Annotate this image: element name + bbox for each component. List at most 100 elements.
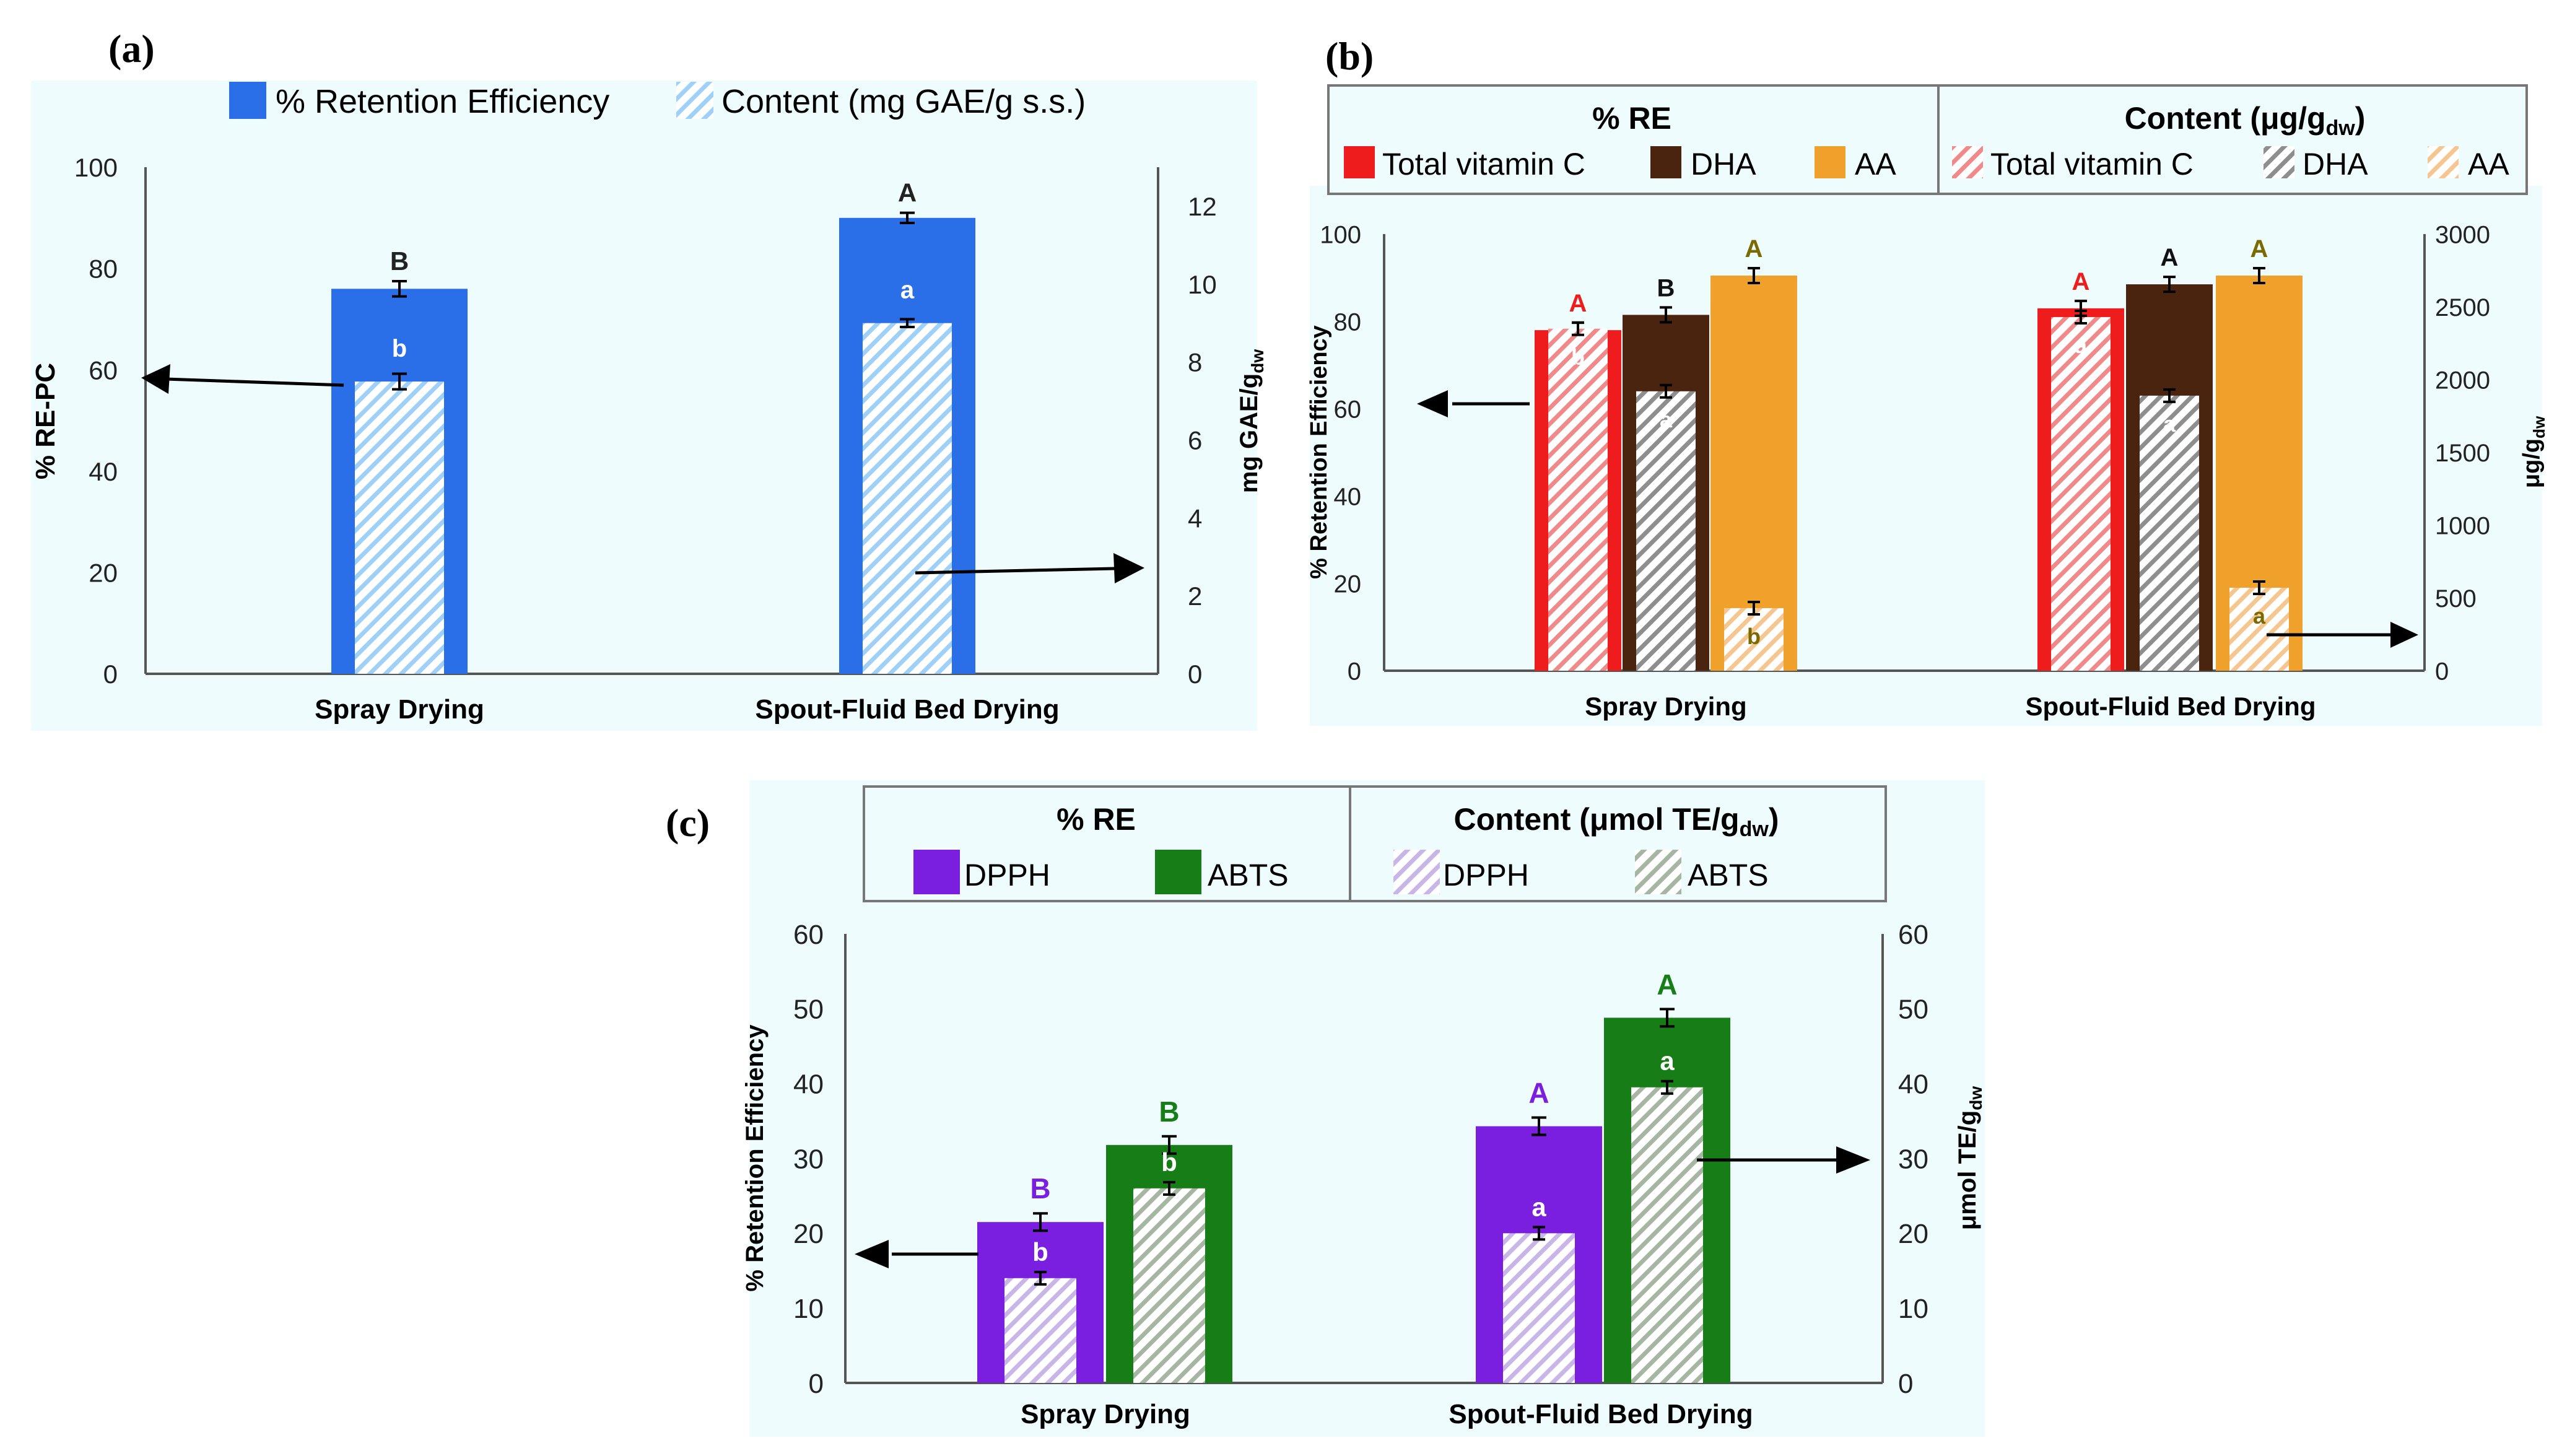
letter-re-aa-spout-fluid-bed-drying: A [2250, 235, 2268, 263]
arrow-to-left-axis-head [141, 364, 170, 394]
tick-label-20: 20 [793, 1219, 824, 1249]
panel-c-label: (c) [666, 801, 710, 845]
legend-header-content-sub: dw [2326, 116, 2356, 140]
category-label-spray-drying: Spray Drying [1021, 1399, 1190, 1429]
legend-label-re-abts: ABTS [1208, 858, 1289, 892]
legend-swatch-retention-efficiency [229, 82, 266, 119]
y-axis-left-title: % Retention Efficiency [1306, 325, 1332, 579]
letter-re-abts-spray-drying: B [1159, 1096, 1179, 1128]
legend-label-content-abts: ABTS [1688, 858, 1769, 892]
legend-header-content-close: ) [2355, 101, 2366, 136]
y-axis-right-title: μmol TE/gdw [1954, 1086, 1985, 1230]
bar-content-abts-spray-drying [1133, 1188, 1205, 1383]
tick-label-60: 60 [1334, 396, 1362, 423]
tick-label-50: 50 [1898, 995, 1928, 1025]
letter-content-dha-spout-fluid-bed-drying: a [2163, 411, 2176, 437]
legend-swatch-content-aa [2428, 146, 2459, 178]
tick-label-40: 40 [89, 457, 118, 486]
letter-content-total-vitamin-c-spout-fluid-bed-drying: a [2075, 333, 2088, 358]
letter-re-dha-spray-drying: B [1657, 274, 1675, 302]
bar-content-spray-drying [355, 381, 444, 674]
legend-header-re: % RE [1057, 802, 1136, 837]
arrow-to-right-axis-head [1836, 1146, 1870, 1174]
category-label-spout-fluid-bed-drying: Spout-Fluid Bed Drying [2026, 692, 2316, 721]
panel-a-background [31, 81, 1257, 731]
tick-label-100: 100 [74, 153, 118, 182]
bar-content-spout-fluid-bed-drying [863, 323, 952, 674]
y-axis-right-title: μg/gdw [2519, 416, 2548, 488]
tick-label-0: 0 [1188, 660, 1202, 689]
tick-label-2: 2 [1188, 582, 1202, 611]
letter-content-abts-spray-drying: b [1161, 1148, 1177, 1177]
bar-content-dha-spout-fluid-bed-drying [2140, 395, 2199, 671]
tick-label-20: 20 [1898, 1219, 1928, 1249]
arrow-to-right-axis-head [1113, 553, 1144, 583]
tick-label-80: 80 [1334, 308, 1362, 336]
bar-content-total-vitamin-c-spray-drying [1548, 328, 1608, 671]
tick-label-4: 4 [1188, 503, 1202, 533]
bar-content-abts-spout-fluid-bed-drying [1631, 1087, 1703, 1383]
y-axis-left-title: % Retention Efficiency [741, 1024, 769, 1292]
legend-swatch-re-abts [1155, 850, 1201, 894]
tick-label-10: 10 [1188, 270, 1217, 299]
legend-label-content-total-vitamin-c: Total vitamin C [1990, 147, 2194, 181]
y-axis-right-title-sub: dw [1966, 1086, 1985, 1110]
letter-retention-efficiency-spout-fluid-bed-drying: A [898, 178, 917, 207]
tick-label-30: 30 [793, 1144, 824, 1174]
letter-content-aa-spray-drying: b [1747, 624, 1761, 649]
tick-label-50: 50 [793, 995, 824, 1025]
legend-label-re-dha: DHA [1691, 147, 1756, 181]
y-left-tick-labels: 0 20 40 60 80 100 [74, 153, 118, 689]
letter-re-dpph-spout-fluid-bed-drying: A [1528, 1077, 1549, 1109]
category-label-spray-drying: Spray Drying [1585, 692, 1746, 721]
letter-re-total-vitamin-c-spout-fluid-bed-drying: A [2072, 268, 2090, 295]
letter-content-dpph-spray-drying: b [1032, 1237, 1048, 1266]
legend-header-content-main: Content (μmol TE/g [1454, 802, 1740, 837]
tick-label-60: 60 [1898, 920, 1928, 950]
legend-swatch-content-dha [2264, 146, 2294, 178]
panel-c: (c) % RE Content (μmol TE/g dw) DPPH ABTS… [666, 780, 1985, 1437]
panel-b: (b) % RE Content (μg/gdw) Total vitamin … [1306, 34, 2548, 726]
panel-a-label: (a) [108, 27, 155, 71]
category-label-spray-drying: Spray Drying [315, 694, 484, 725]
legend-label-re-dpph: DPPH [964, 858, 1050, 892]
letter-retention-efficiency-spray-drying: B [390, 246, 409, 276]
letter-content-aa-spout-fluid-bed-drying: a [2253, 603, 2266, 629]
legend-label-content-dha: DHA [2303, 147, 2368, 181]
y-right-tick-labels: 0 500 1000 1500 2000 2500 3000 [2435, 221, 2490, 685]
legend-label-re-aa: AA [1855, 147, 1896, 181]
arrow-to-left-axis-line [165, 377, 344, 387]
letter-re-total-vitamin-c-spray-drying: A [1569, 290, 1587, 317]
y-axis-left-title: % RE-PC [30, 363, 61, 479]
tick-label-60: 60 [793, 920, 824, 950]
legend-swatch-content-total-vitamin-c [1952, 146, 1983, 178]
category-label-spout-fluid-bed-drying: Spout-Fluid Bed Drying [1449, 1399, 1753, 1429]
legend-swatch-re-dpph [913, 850, 960, 894]
y-right-tick-labels: 0 2 4 6 8 10 12 [1188, 192, 1217, 689]
legend-label-content: Content (mg GAE/g s.s.) [721, 83, 1086, 120]
legend-header-re: % RE [1592, 101, 1671, 136]
tick-label-20: 20 [89, 559, 118, 588]
letter-re-abts-spout-fluid-bed-drying: A [1657, 968, 1677, 1000]
tick-label-0: 0 [809, 1369, 824, 1399]
tick-label-0: 0 [1898, 1369, 1913, 1399]
bar-content-aa-spray-drying [1724, 608, 1784, 671]
y-left-tick-labels: 0 20 40 60 80 100 [1320, 221, 1361, 685]
tick-label-0: 0 [1348, 658, 1361, 685]
letter-content-dha-spray-drying: a [1660, 407, 1673, 432]
y-axis-right-title-sub: dw [2530, 416, 2548, 438]
legend-label-retention-efficiency: % Retention Efficiency [276, 83, 609, 120]
tick-label-2000: 2000 [2435, 367, 2490, 394]
y-left-tick-labels: 0 10 20 30 40 50 60 [793, 920, 824, 1399]
arrow-to-right-axis-line [915, 567, 1115, 575]
tick-label-500: 500 [2435, 585, 2477, 612]
legend-label-re-total-vitamin-c: Total vitamin C [1382, 147, 1585, 181]
tick-label-10: 10 [793, 1294, 824, 1324]
legend-label-content-dpph: DPPH [1443, 858, 1529, 892]
letter-content-dpph-spout-fluid-bed-drying: a [1532, 1192, 1546, 1221]
legend-header-content-close: ) [1769, 802, 1779, 837]
tick-label-40: 40 [1898, 1070, 1928, 1100]
bars: Bb Aa [331, 178, 975, 674]
